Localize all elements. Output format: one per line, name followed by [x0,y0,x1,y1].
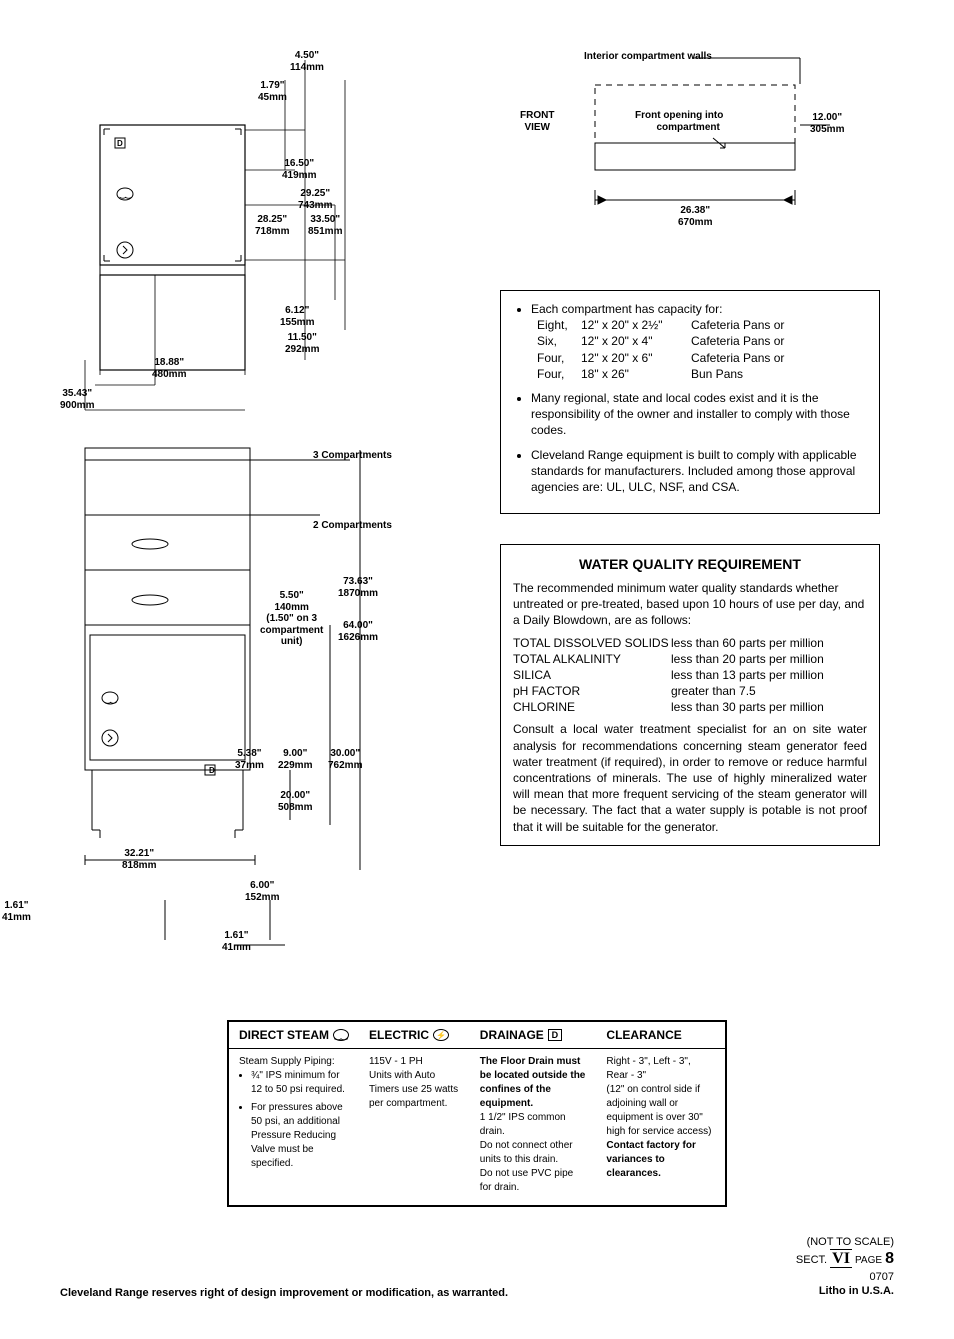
water-value: less than 30 parts per million [671,699,867,715]
capacity-cell: Cafeteria Pans or [691,333,867,349]
water-intro: The recommended minimum water quality st… [513,580,867,629]
svg-text:‿‿: ‿‿ [104,697,118,705]
capacity-cell: 12" x 20" x 2½" [581,317,691,333]
water-value: less than 20 parts per million [671,651,867,667]
water-quality-box: WATER QUALITY REQUIREMENT The recommende… [500,544,880,846]
capacity-cell: 12" x 20" x 4" [581,333,691,349]
interior-walls-label: Interior compartment walls [584,51,712,63]
drain-icon: D [548,1029,562,1041]
dimension-label: 2 Compartments [313,520,392,532]
page-footer: Cleveland Range reserves right of design… [60,1235,894,1299]
capacity-cell: 18" x 26" [581,366,691,382]
dimension-label: 6.12"155mm [280,305,314,328]
capacity-cell: Six, [537,333,581,349]
capacity-cell: Eight, [537,317,581,333]
dimension-label: 3 Compartments [313,450,392,462]
water-param: TOTAL DISSOLVED SOLIDS [513,635,671,651]
water-value: less than 13 parts per million [671,667,867,683]
dimension-label: 18.88"480mm [152,357,186,380]
steam-icon: ‿‿ [333,1029,349,1041]
dimension-label: 29.25"743mm [298,188,332,211]
dimension-label: 5.38"37mm [235,748,264,771]
spec-col-title: DIRECT STEAM [239,1028,329,1042]
water-param: SILICA [513,667,671,683]
dimension-label: 11.50"292mm [285,332,319,355]
water-param: TOTAL ALKALINITY [513,651,671,667]
spec-column: ELECTRIC ⚡ 115V - 1 PHUnits with Auto Tim… [359,1022,470,1205]
dimension-label: 33.50"851mm [308,214,342,237]
svg-text:D: D [209,766,215,775]
svg-text:‿‿: ‿‿ [119,192,133,200]
spec-col-title: DRAINAGE [480,1028,544,1042]
water-param: pH FACTOR [513,683,671,699]
capacity-cell: Four, [537,366,581,382]
dimension-label: 5.50"140mm(1.50" on 3compartmentunit) [260,590,323,648]
spec-col-title: ELECTRIC [369,1028,429,1042]
spec-col-title: CLEARANCE [606,1028,681,1042]
dimension-label: 9.00"229mm [278,748,312,771]
dimension-label: 64.00"1626mm [338,620,378,643]
footer-scale: (NOT TO SCALE) [796,1235,894,1249]
capacity-intro: Each compartment has capacity for: [531,302,722,316]
dimension-label: 35.43"900mm [60,388,94,411]
compliance-note: Cleveland Range equipment is built to co… [531,447,867,496]
dimension-label: 32.21"818mm [122,848,156,871]
capacity-cell: Cafeteria Pans or [691,350,867,366]
dimension-label: 20.00"508mm [278,790,312,813]
dimension-label: 73.63"1870mm [338,576,378,599]
left-diagram-column: D ‿‿ [60,50,440,960]
spec-col-body: Steam Supply Piping:¾" IPS minimum for 1… [229,1049,359,1185]
water-value: less than 60 parts per million [671,635,867,651]
spec-column: DIRECT STEAM ‿‿ Steam Supply Piping:¾" IP… [229,1022,359,1205]
dimension-label: 28.25"718mm [255,214,289,237]
general-notes-box: Each compartment has capacity for: Eight… [500,290,880,514]
capacity-cell: 12" x 20" x 6" [581,350,691,366]
spec-col-body: Right - 3", Left - 3", Rear - 3"(12" on … [596,1049,725,1191]
water-title: WATER QUALITY REQUIREMENT [513,555,867,574]
front-view-diagram: Interior compartment walls FRONTVIEW Fro… [500,50,880,230]
dimension-label: 30.00"762mm [328,748,362,771]
capacity-cell: Cafeteria Pans or [691,317,867,333]
water-outro: Consult a local water treatment speciali… [513,721,867,834]
spec-column: DRAINAGE D The Floor Drain must be locate… [470,1022,597,1205]
capacity-cell: Four, [537,350,581,366]
top-view-diagram: D ‿‿ [60,50,440,420]
footer-disclaimer: Cleveland Range reserves right of design… [60,1287,508,1299]
water-param: CHLORINE [513,699,671,715]
spec-col-body: The Floor Drain must be located outside … [470,1049,597,1205]
dimension-label: 4.50"114mm [290,50,324,73]
bolt-icon: ⚡ [433,1029,449,1041]
water-value: greater than 7.5 [671,683,867,699]
capacity-cell: Bun Pans [691,366,867,382]
spec-table: DIRECT STEAM ‿‿ Steam Supply Piping:¾" IP… [227,1020,727,1207]
svg-text:D: D [117,139,123,148]
elevation-diagram: D ‿‿ 1.61"41mm 3 Compartments 2 Compartme… [30,440,440,960]
dimension-label: 1.79"45mm [258,80,287,103]
spec-col-body: 115V - 1 PHUnits with Auto Timers use 25… [359,1049,470,1121]
spec-column: CLEARANCE Right - 3", Left - 3", Rear - … [596,1022,725,1205]
dimension-label: 1.61"41mm [222,930,251,953]
dimension-label: 16.50"419mm [282,158,316,181]
codes-note: Many regional, state and local codes exi… [531,390,867,439]
dimension-label: 6.00"152mm [245,880,279,903]
right-column: Interior compartment walls FRONTVIEW Fro… [500,50,880,960]
